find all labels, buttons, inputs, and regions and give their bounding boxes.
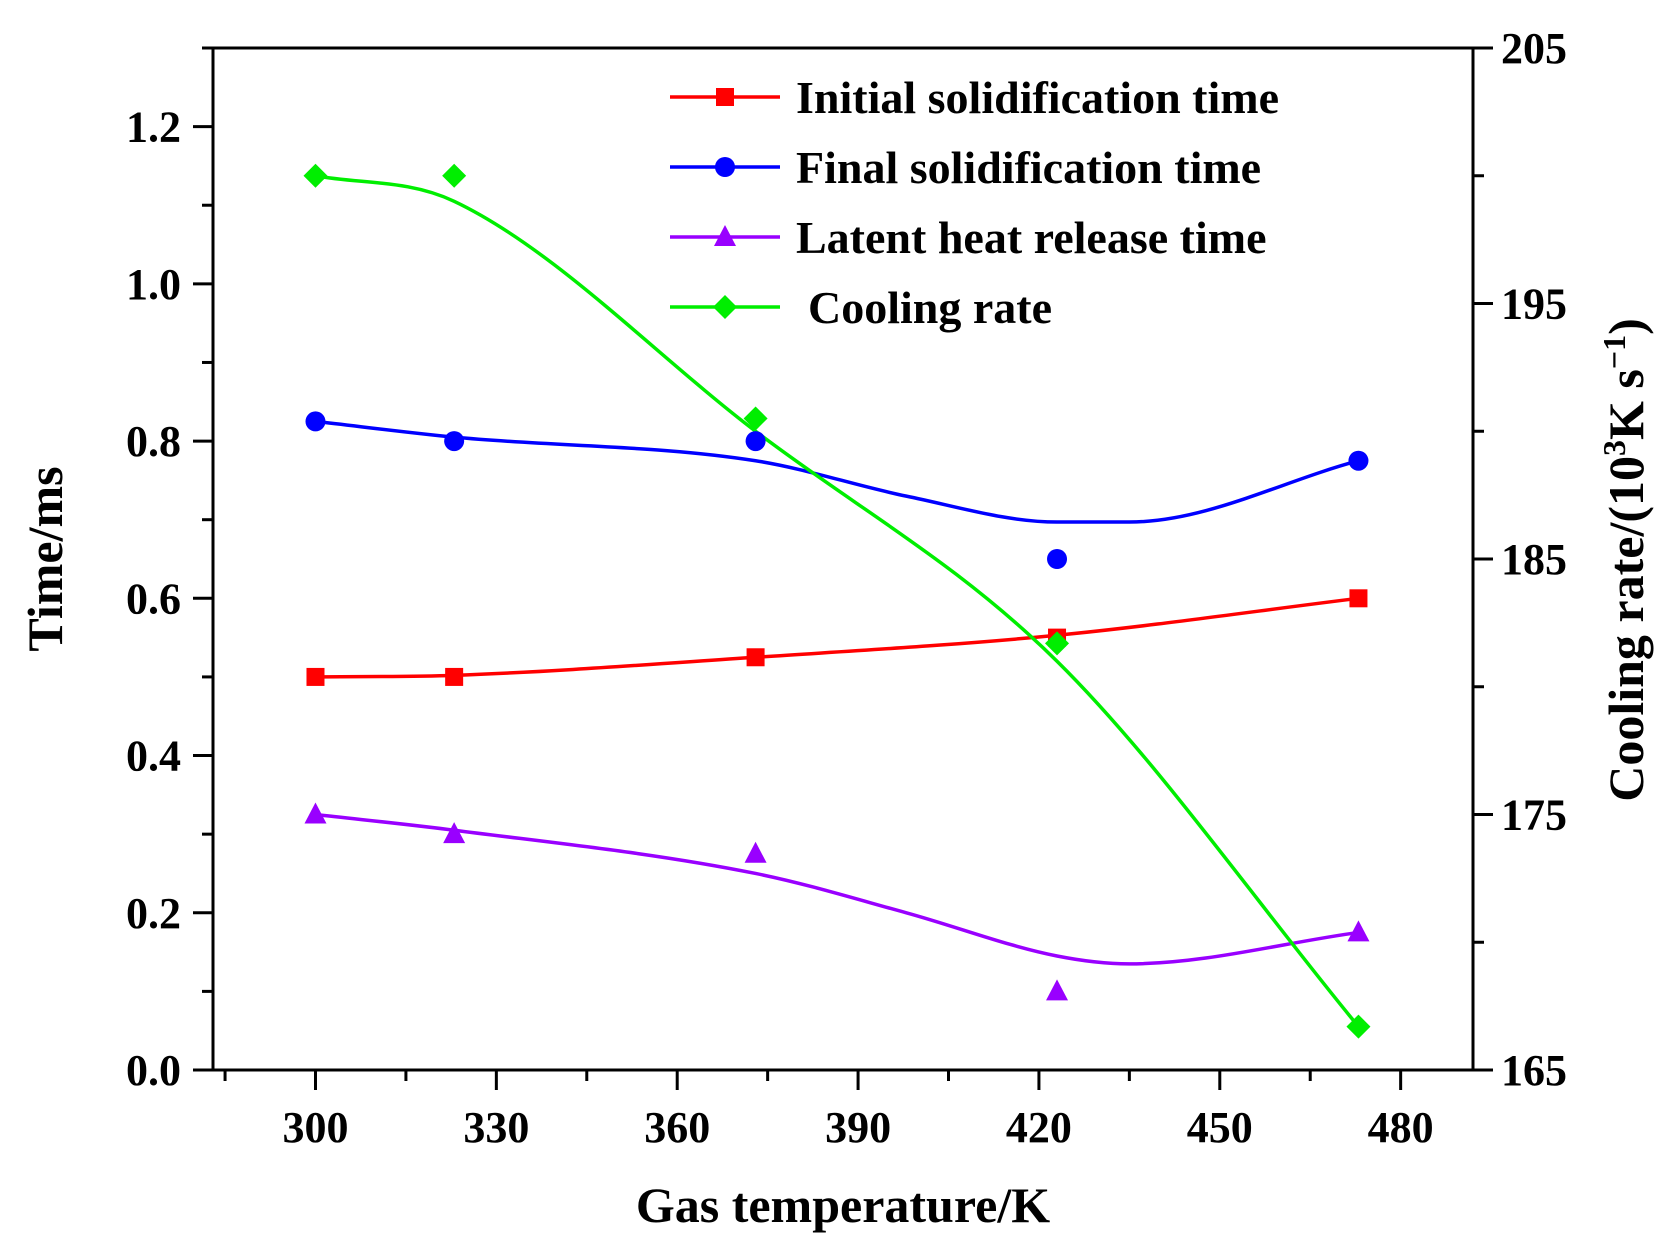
legend-marker	[715, 157, 735, 177]
x-tick-label: 420	[1006, 1103, 1072, 1152]
data-point-triangle	[744, 841, 767, 863]
y-tick-label: 0.8	[126, 417, 181, 466]
y-tick-label: 0.0	[126, 1046, 181, 1095]
data-point-circle	[1047, 549, 1068, 569]
data-point-diamond	[1346, 1014, 1371, 1039]
data-point-square	[306, 667, 325, 686]
data-point-circle	[444, 431, 465, 452]
y-tick-label: 0.6	[126, 574, 181, 623]
fit-curve-diamond	[315, 174, 1360, 1028]
y-tick-label: 0.4	[126, 732, 181, 781]
y2-tick-label: 195	[1501, 280, 1567, 329]
x-tick-label: 480	[1368, 1103, 1434, 1152]
fit-curve-square	[315, 596, 1359, 679]
legend-label: Final solidification time	[796, 142, 1261, 193]
data-point-circle	[1348, 450, 1369, 471]
legend-label: Latent heat release time	[796, 212, 1267, 263]
y2-title-mid: K s	[1598, 369, 1654, 440]
y-tick-label: 1.2	[126, 103, 181, 152]
y2-tick-label: 185	[1501, 535, 1567, 584]
x-tick-label: 360	[644, 1103, 710, 1152]
y2-title-sup1: 3	[1596, 440, 1632, 456]
data-point-square	[1349, 589, 1368, 608]
data-point-diamond	[1045, 631, 1070, 656]
y2-title-main: Cooling rate/(10	[1598, 456, 1654, 802]
y2-tick-label: 165	[1501, 1046, 1567, 1095]
legend-marker	[713, 295, 737, 319]
fit-curve-triangle	[315, 812, 1359, 966]
data-markers	[303, 163, 1371, 1039]
fit-curve-circle	[315, 419, 1359, 524]
ticks: 300 330 360 390 420 450 480 0.0 0.2 0.4 0.6 0.8 1.0 1…	[126, 24, 1567, 1152]
data-point-diamond	[303, 163, 328, 188]
y2-title-end: )	[1598, 318, 1654, 335]
y-tick-label: 1.0	[126, 260, 181, 309]
data-point-triangle	[1347, 920, 1370, 942]
y-axis-title: Time/ms	[17, 466, 73, 651]
legend-item: Latent heat release time	[670, 212, 1267, 263]
legend-item: Cooling rate	[670, 282, 1052, 333]
legend: Initial solidification time Final solidif…	[670, 72, 1279, 333]
data-point-diamond	[442, 163, 467, 188]
data-point-square	[445, 667, 464, 686]
x-tick-label: 390	[825, 1103, 891, 1152]
data-point-diamond	[743, 406, 768, 431]
y2-title-sup2: −1	[1596, 335, 1632, 369]
data-point-circle	[305, 411, 326, 432]
x-axis-title: Gas temperature/K	[636, 1177, 1050, 1233]
x-tick-label: 300	[282, 1103, 348, 1152]
data-point-triangle	[443, 822, 466, 844]
y2-axis-title: Cooling rate/(103K s−1)	[1596, 318, 1654, 802]
y2-tick-label: 205	[1501, 24, 1567, 73]
data-point-triangle	[304, 802, 327, 824]
y-tick-label: 0.2	[126, 889, 181, 938]
data-point-circle	[745, 431, 766, 452]
legend-label: Cooling rate	[808, 282, 1052, 333]
legend-item: Initial solidification time	[670, 72, 1279, 123]
legend-label: Initial solidification time	[796, 72, 1279, 123]
x-tick-label: 450	[1187, 1103, 1253, 1152]
legend-marker	[716, 88, 734, 106]
data-point-triangle	[1046, 979, 1069, 1001]
legend-marker	[714, 225, 736, 246]
plot-frame	[211, 46, 1475, 1072]
data-point-square	[746, 648, 765, 667]
legend-item: Final solidification time	[670, 142, 1261, 193]
x-tick-label: 330	[463, 1103, 529, 1152]
y2-tick-label: 175	[1501, 791, 1567, 840]
